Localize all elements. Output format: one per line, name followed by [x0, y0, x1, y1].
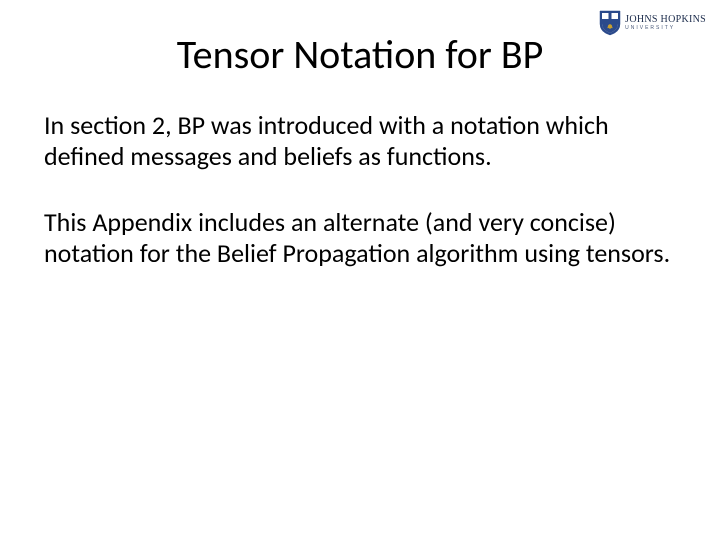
slide-body: In section 2, BP was introduced with a n… — [44, 110, 676, 305]
body-paragraph: In section 2, BP was introduced with a n… — [44, 110, 676, 171]
slide: JOHNS HOPKINS UNIVERSITY Tensor Notation… — [0, 0, 720, 540]
logo-institution-name: JOHNS HOPKINS — [625, 15, 706, 25]
body-paragraph: This Appendix includes an alternate (and… — [44, 207, 676, 268]
slide-title: Tensor Notation for BP — [0, 30, 720, 79]
logo-text: JOHNS HOPKINS UNIVERSITY — [625, 15, 706, 31]
